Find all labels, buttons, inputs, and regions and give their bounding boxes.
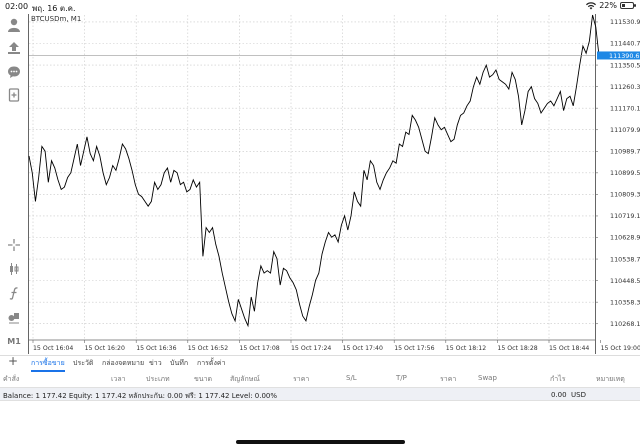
account-icon[interactable] bbox=[5, 16, 23, 34]
y-tick-label: 110809.30 bbox=[610, 191, 640, 199]
x-tick-label: 15 Oct 17:24 bbox=[291, 345, 331, 352]
x-tick-label: 15 Oct 16:04 bbox=[33, 345, 73, 352]
col-type: ประเภท bbox=[146, 375, 170, 383]
col-profit: กำไร bbox=[550, 375, 566, 383]
x-tick-label: 15 Oct 18:12 bbox=[446, 345, 486, 352]
col-swap: Swap bbox=[478, 374, 497, 382]
total-profit: 0.00 USD bbox=[551, 391, 586, 399]
currency-label: USD bbox=[571, 391, 587, 399]
y-tick-label: 111530.90 bbox=[610, 18, 640, 26]
tab-settings[interactable]: การตั้งค่า bbox=[197, 359, 226, 367]
current-price-label: 111390.68 bbox=[609, 52, 640, 60]
status-date: พฤ. 16 ต.ค. bbox=[32, 4, 76, 13]
col-price: ราคา bbox=[293, 375, 310, 383]
x-tick-label: 15 Oct 16:52 bbox=[188, 345, 228, 352]
status-time: 02:00 bbox=[5, 2, 29, 11]
y-tick-label: 110538.70 bbox=[610, 255, 640, 263]
battery-percent: 22% bbox=[599, 1, 617, 10]
col-time: เวลา bbox=[111, 375, 126, 383]
col-symbol: สัญลักษณ์ bbox=[230, 375, 260, 383]
col-volume: ขนาด bbox=[194, 375, 213, 383]
y-tick-label: 110358.30 bbox=[610, 298, 640, 306]
chart-area[interactable] bbox=[28, 14, 596, 354]
total-profit-value: 0.00 bbox=[551, 391, 567, 399]
x-tick-label: 15 Oct 18:28 bbox=[497, 345, 537, 352]
y-tick-label: 110899.50 bbox=[610, 169, 640, 177]
y-tick-label: 110719.10 bbox=[610, 212, 640, 220]
wifi-icon bbox=[586, 1, 597, 9]
x-tick-label: 15 Oct 17:08 bbox=[239, 345, 279, 352]
chart-symbol: BTCUSDm, M1 bbox=[31, 15, 82, 23]
col-comment: หมายเหตุ bbox=[596, 375, 625, 383]
x-tick-label: 15 Oct 19:00 bbox=[601, 345, 640, 352]
trade-icon[interactable] bbox=[5, 39, 23, 57]
y-tick-label: 110268.10 bbox=[610, 320, 640, 328]
y-tick-label: 111260.30 bbox=[610, 83, 640, 91]
x-tick-label: 15 Oct 17:40 bbox=[343, 345, 383, 352]
home-indicator[interactable] bbox=[236, 440, 405, 444]
y-tick-label: 110989.70 bbox=[610, 147, 640, 155]
price-chart: 111530.90 111440.70 111350.50 111260.30 1111… bbox=[28, 14, 640, 352]
tab-journal[interactable]: บันทึก bbox=[170, 359, 189, 367]
indicator-icon[interactable] bbox=[5, 284, 23, 302]
chat-icon[interactable] bbox=[5, 63, 23, 81]
tab-news[interactable]: ข่าว bbox=[149, 359, 162, 367]
status-right: 22% bbox=[586, 1, 636, 10]
y-tick-label: 111170.10 bbox=[610, 104, 640, 112]
y-tick-label: 111350.50 bbox=[610, 61, 640, 69]
new-order-icon[interactable] bbox=[5, 86, 23, 104]
y-tick-label: 111440.70 bbox=[610, 40, 640, 48]
battery-icon bbox=[620, 2, 636, 9]
objects-icon[interactable] bbox=[5, 308, 23, 326]
col-sl: S/L bbox=[346, 374, 357, 382]
current-price-badge bbox=[597, 51, 640, 60]
balance-text: Balance: 1 177.42 Equity: 1 177.42 หลักป… bbox=[3, 392, 278, 400]
col-order: คำสั่ง bbox=[3, 375, 20, 383]
crosshair-icon[interactable] bbox=[5, 236, 23, 254]
tab-history[interactable]: ประวัติ bbox=[73, 359, 94, 367]
bottom-tabs: + การซื้อขาย ประวัติ กล่องจดหมาย ข่าว บั… bbox=[0, 354, 640, 372]
candles-icon[interactable] bbox=[5, 260, 23, 278]
trade-columns-header: คำสั่ง เวลา ประเภท ขนาด สัญลักษณ์ ราคา S… bbox=[0, 372, 640, 384]
y-tick-label: 111079.90 bbox=[610, 126, 640, 134]
col-tp: T/P bbox=[396, 374, 407, 382]
status-bar: 02:00 พฤ. 16 ต.ค. 22% bbox=[0, 0, 640, 14]
x-tick-label: 15 Oct 16:36 bbox=[136, 345, 176, 352]
x-tick-label: 15 Oct 16:20 bbox=[85, 345, 125, 352]
col-price-current: ราคา bbox=[440, 375, 457, 383]
left-toolbar: M1 bbox=[0, 14, 28, 356]
tab-mailbox[interactable]: กล่องจดหมาย bbox=[102, 359, 145, 367]
timeframe-label[interactable]: M1 bbox=[7, 336, 21, 346]
price-line bbox=[28, 14, 600, 328]
balance-row: Balance: 1 177.42 Equity: 1 177.42 หลักป… bbox=[0, 387, 640, 401]
y-tick-label: 110628.90 bbox=[610, 234, 640, 242]
x-tick-label: 15 Oct 18:44 bbox=[549, 345, 589, 352]
tab-trade[interactable]: การซื้อขาย bbox=[31, 358, 65, 372]
add-tab-button[interactable]: + bbox=[8, 354, 19, 368]
x-tick-label: 15 Oct 17:56 bbox=[394, 345, 434, 352]
y-tick-label: 110448.50 bbox=[610, 277, 640, 285]
